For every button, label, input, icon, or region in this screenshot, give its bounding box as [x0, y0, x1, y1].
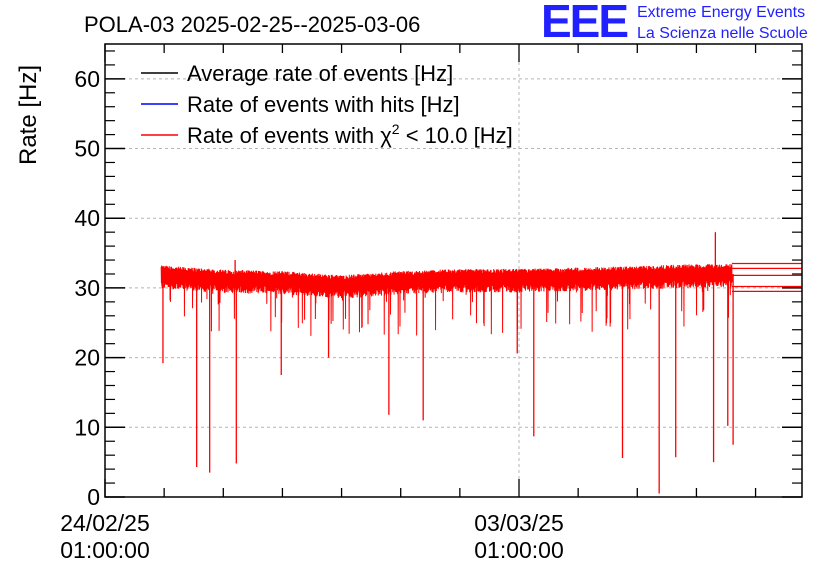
legend-label: Rate of events with hits [Hz] [187, 92, 460, 117]
y-tick-label: 40 [74, 205, 100, 231]
x-tick-label-date: 24/02/25 [60, 510, 150, 536]
logo-line-1: Extreme Energy Events [637, 4, 806, 21]
legend-label: Rate of events with χ2 < 10.0 [Hz] [187, 121, 513, 148]
x-tick-label-date: 03/03/25 [474, 510, 564, 536]
eee-logo: EEE Extreme Energy Events La Scienza nel… [541, 0, 831, 48]
x-tick-label-time: 01:00:00 [474, 537, 564, 563]
logo-mark: EEE [541, 0, 629, 47]
y-tick-label: 0 [87, 484, 100, 510]
y-tick-label: 10 [74, 414, 100, 440]
y-tick-label: 30 [74, 275, 100, 301]
y-axis-label: Rate [Hz] [15, 65, 42, 165]
y-tick-label: 60 [74, 66, 100, 92]
y-tick-label: 20 [74, 345, 100, 371]
plot-frame [104, 43, 803, 498]
legend-label: Average rate of events [Hz] [187, 61, 453, 86]
y-tick-label: 50 [74, 136, 100, 162]
grid [105, 44, 802, 497]
axes: 010203040506024/02/2501:00:0003/03/2501:… [60, 43, 803, 563]
legend: Average rate of events [Hz] Rate of event… [141, 61, 513, 148]
x-tick-label-time: 01:00:00 [60, 537, 150, 563]
series-chi2-line [160, 264, 733, 336]
chart-title: POLA-03 2025-02-25--2025-03-06 [84, 12, 420, 37]
logo-line-2: La Scienza nelle Scuole [637, 25, 808, 42]
plot-area [160, 232, 802, 494]
